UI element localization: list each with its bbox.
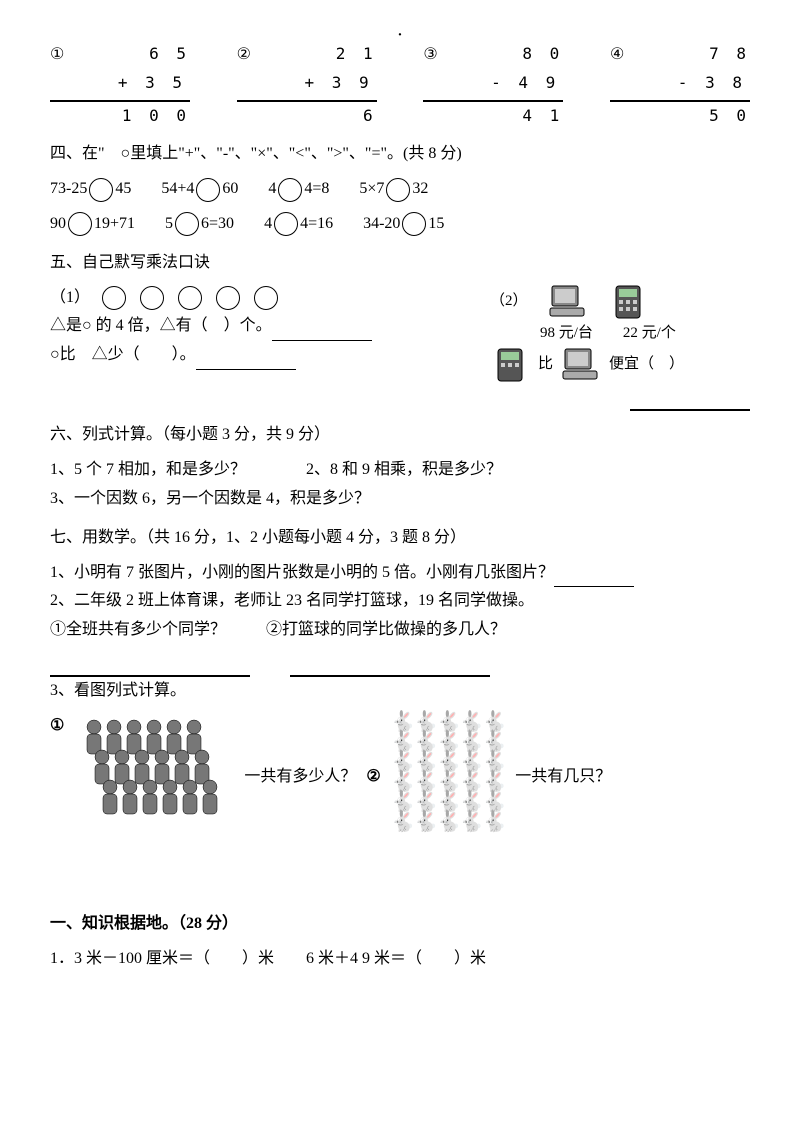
s7-q2: 2、二年级 2 班上体育课，老师让 23 名同学打篮球，19 名同学做操。 bbox=[50, 587, 750, 616]
vprob-4-op: - 3 8 bbox=[610, 69, 750, 102]
s7-q1: 1、小明有 7 张图片，小刚的图片张数是小明的 5 倍。小刚有几张图片？ bbox=[50, 559, 750, 588]
s5-p2-label: （2） bbox=[490, 288, 528, 315]
vprob-2-op: + 3 9 bbox=[237, 69, 377, 102]
s5-p1-shapes: （1） bbox=[50, 284, 490, 313]
calculator-icon bbox=[490, 347, 530, 383]
computer-icon bbox=[561, 347, 601, 383]
vprob-3-label: ③ bbox=[423, 40, 453, 69]
s7-q2a: ①全班共有多少个同学？ bbox=[50, 616, 226, 645]
vprob-3: ③8 0 - 4 9 4 1 bbox=[423, 40, 563, 130]
vprob-4-label: ④ bbox=[610, 40, 640, 69]
answer-blank[interactable] bbox=[272, 324, 372, 341]
s4-r2-3: 44=16 bbox=[264, 210, 333, 239]
computer-icon bbox=[548, 284, 588, 320]
blank-circle-icon[interactable] bbox=[175, 212, 199, 236]
vprob-1-res: 1 0 0 bbox=[50, 102, 190, 131]
vprob-1: ①6 5 + 3 5 1 0 0 bbox=[50, 40, 190, 130]
page-dot: · bbox=[50, 30, 750, 40]
circle-shape-icon bbox=[102, 286, 126, 310]
vprob-1-top: 6 5 bbox=[80, 40, 190, 69]
s5-line2: ○比 △少（ ）。 bbox=[50, 341, 490, 370]
vprob-3-top: 8 0 bbox=[453, 40, 563, 69]
s4-r1-2: 54+460 bbox=[161, 175, 238, 204]
s4-r2-1: 9019+71 bbox=[50, 210, 135, 239]
circle-shape-icon bbox=[178, 286, 202, 310]
people-group-icon bbox=[74, 712, 234, 843]
s5-line1: △是○ 的 4 倍，△有（ ）个。 bbox=[50, 312, 490, 341]
calculator-icon bbox=[608, 284, 648, 320]
section-5-body: （1） △是○ 的 4 倍，△有（ ）个。 ○比 △少（ ）。 （2） 98 元… bbox=[50, 284, 750, 383]
vprob-4-res: 5 0 bbox=[610, 102, 750, 131]
vprob-4-top: 7 8 bbox=[640, 40, 750, 69]
s4-r2-4: 34-2015 bbox=[363, 210, 444, 239]
circle-shape-icon bbox=[140, 286, 164, 310]
blank-circle-icon[interactable] bbox=[196, 178, 220, 202]
section-extra-title: 一、知识根据地。（28 分） bbox=[50, 910, 750, 939]
blank-circle-icon[interactable] bbox=[386, 178, 410, 202]
s5-compare-mid: 比 bbox=[538, 351, 553, 378]
s7-q3-figures: ① bbox=[50, 712, 750, 843]
answer-rule bbox=[290, 675, 490, 677]
s6-q3: 3、一个因数 6，另一个因数是 4，积是多少？ bbox=[50, 485, 750, 514]
vprob-1-label: ① bbox=[50, 40, 80, 69]
vertical-problems: ①6 5 + 3 5 1 0 0 ②2 1 + 3 9 6 ③8 0 - 4 9… bbox=[50, 40, 750, 130]
s7-q3a-label: ① bbox=[50, 712, 64, 741]
section-7-title: 七、用数学。（共 16 分，1、2 小题每小题 4 分，3 题 8 分） bbox=[50, 524, 750, 553]
circle-shape-icon bbox=[254, 286, 278, 310]
s-extra-q1: 1．3 米－100 厘米＝（ ）米 6 米＋4 9 米＝（ ）米 bbox=[50, 945, 750, 974]
vprob-1-op: + 3 5 bbox=[50, 69, 190, 102]
s7-q3a-ask: 一共有多少人？ bbox=[244, 763, 356, 792]
s7-q3: 3、看图列式计算。 bbox=[50, 677, 750, 706]
s4-r1-1: 73-2545 bbox=[50, 175, 131, 204]
s4-r2-2: 56=30 bbox=[165, 210, 234, 239]
circle-shape-icon bbox=[216, 286, 240, 310]
blank-circle-icon[interactable] bbox=[278, 178, 302, 202]
s6-q1: 1、5 个 7 相加，和是多少？ bbox=[50, 456, 246, 485]
s4-r1-4: 5×732 bbox=[359, 175, 428, 204]
rabbit-grid-icon: 🐇🐇🐇🐇🐇 🐇🐇🐇🐇🐇 🐇🐇🐇🐇🐇 🐇🐇🐇🐇🐇 🐇🐇🐇🐇🐇 🐇🐇🐇🐇🐇 bbox=[391, 712, 506, 832]
answer-blank[interactable] bbox=[196, 353, 296, 370]
vprob-2-res: 6 bbox=[237, 102, 377, 131]
s5-p1-label: （1） bbox=[50, 284, 90, 313]
s5-price1: 98 元/台 bbox=[540, 320, 593, 347]
section-5-title: 五、自己默写乘法口诀 bbox=[50, 249, 750, 278]
section-4-title: 四、在" ○里填上"+"、"-"、"×"、"<"、">"、"="。(共 8 分) bbox=[50, 140, 750, 169]
answer-blank[interactable] bbox=[554, 570, 634, 587]
s6-q2: 2、8 和 9 相乘，积是多少？ bbox=[306, 456, 502, 485]
s5-price2: 22 元/个 bbox=[623, 320, 676, 347]
blank-circle-icon[interactable] bbox=[402, 212, 426, 236]
s7-q3b-ask: 一共有几只？ bbox=[515, 763, 611, 792]
s4-row2: 9019+71 56=30 44=16 34-2015 bbox=[50, 210, 750, 239]
vprob-2-top: 2 1 bbox=[267, 40, 377, 69]
blank-circle-icon[interactable] bbox=[274, 212, 298, 236]
section-6-title: 六、列式计算。（每小题 3 分，共 9 分） bbox=[50, 421, 750, 450]
s4-r1-3: 44=8 bbox=[268, 175, 329, 204]
blank-circle-icon[interactable] bbox=[89, 178, 113, 202]
vprob-3-res: 4 1 bbox=[423, 102, 563, 131]
s4-row1: 73-2545 54+460 44=8 5×732 bbox=[50, 175, 750, 204]
blank-circle-icon[interactable] bbox=[68, 212, 92, 236]
vprob-2-label: ② bbox=[237, 40, 267, 69]
vprob-2: ②2 1 + 3 9 6 bbox=[237, 40, 377, 130]
answer-rule bbox=[630, 393, 750, 411]
s5-compare-tail: 便宜（ ） bbox=[609, 351, 684, 378]
vprob-4: ④7 8 - 3 8 5 0 bbox=[610, 40, 750, 130]
s7-q3b-label: ② bbox=[366, 763, 380, 792]
vprob-3-op: - 4 9 bbox=[423, 69, 563, 102]
s7-q2b: ②打篮球的同学比做操的多几人？ bbox=[266, 616, 506, 645]
